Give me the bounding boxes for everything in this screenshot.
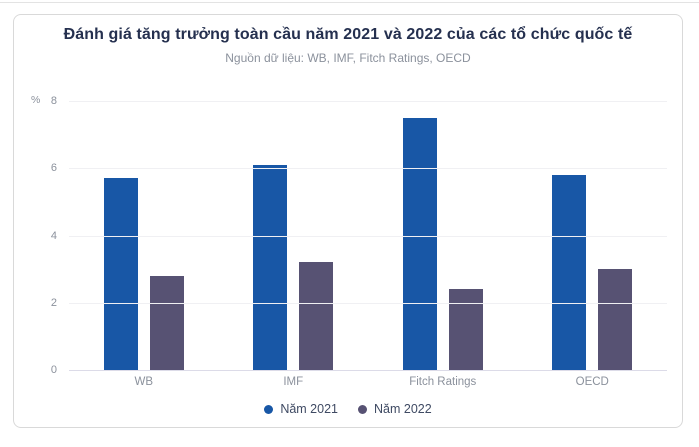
y-axis-unit-label: % xyxy=(31,94,41,106)
legend-marker-icon xyxy=(358,404,367,414)
y-tick-label: 2 xyxy=(50,296,57,309)
gridline xyxy=(69,101,667,102)
y-tick-label: 0 xyxy=(50,364,57,376)
legend-label: Năm 2021 xyxy=(280,402,338,416)
chart-subtitle: Nguồn dữ liệu: WB, IMF, Fitch Ratings, O… xyxy=(225,51,471,65)
bar-fitch-ratings-năm-2022[interactable] xyxy=(448,289,483,370)
bar-wb-năm-2022[interactable] xyxy=(149,275,184,370)
bar-oecd-năm-2022[interactable] xyxy=(598,269,633,370)
bar-imf-năm-2022[interactable] xyxy=(299,262,334,370)
y-tick-label: 8 xyxy=(50,95,57,107)
bar-fitch-ratings-năm-2021[interactable] xyxy=(402,117,437,370)
x-axis-label-imf: IMF xyxy=(283,376,304,388)
legend-marker-icon xyxy=(264,404,274,414)
legend: Năm 2021 Năm 2022 xyxy=(14,402,682,416)
legend-item-năm-2022[interactable]: Năm 2022 xyxy=(358,402,432,416)
legend-item-năm-2021[interactable]: Năm 2021 xyxy=(264,402,338,416)
bar-group-wb xyxy=(69,101,219,370)
x-axis-label-wb: WB xyxy=(134,376,154,388)
bar-imf-năm-2021[interactable] xyxy=(253,164,288,370)
gridline xyxy=(69,235,667,237)
x-axis-line xyxy=(69,370,667,371)
legend-label: Năm 2022 xyxy=(374,402,432,416)
plot-area: 0 2 4 6 8 xyxy=(51,95,668,376)
gridline xyxy=(69,168,667,170)
bar-oecd-năm-2021[interactable] xyxy=(552,174,587,370)
x-axis-labels: WB IMF Fitch Ratings OECD xyxy=(69,376,667,388)
chart-title: Đánh giá tăng trưởng toàn cầu năm 2021 v… xyxy=(63,26,633,43)
x-axis-label-fitch-ratings: Fitch Ratings xyxy=(409,376,477,388)
gridline xyxy=(69,302,667,304)
top-divider xyxy=(0,2,699,3)
chart-card: Đánh giá tăng trưởng toàn cầu năm 2021 v… xyxy=(13,14,683,428)
y-tick-label: 6 xyxy=(50,162,57,175)
bar-group-imf xyxy=(219,101,369,370)
x-axis-label-oecd: OECD xyxy=(575,376,609,388)
bar-wb-năm-2021[interactable] xyxy=(103,178,138,370)
bar-group-oecd xyxy=(518,101,668,370)
y-tick-label: 4 xyxy=(50,229,57,242)
